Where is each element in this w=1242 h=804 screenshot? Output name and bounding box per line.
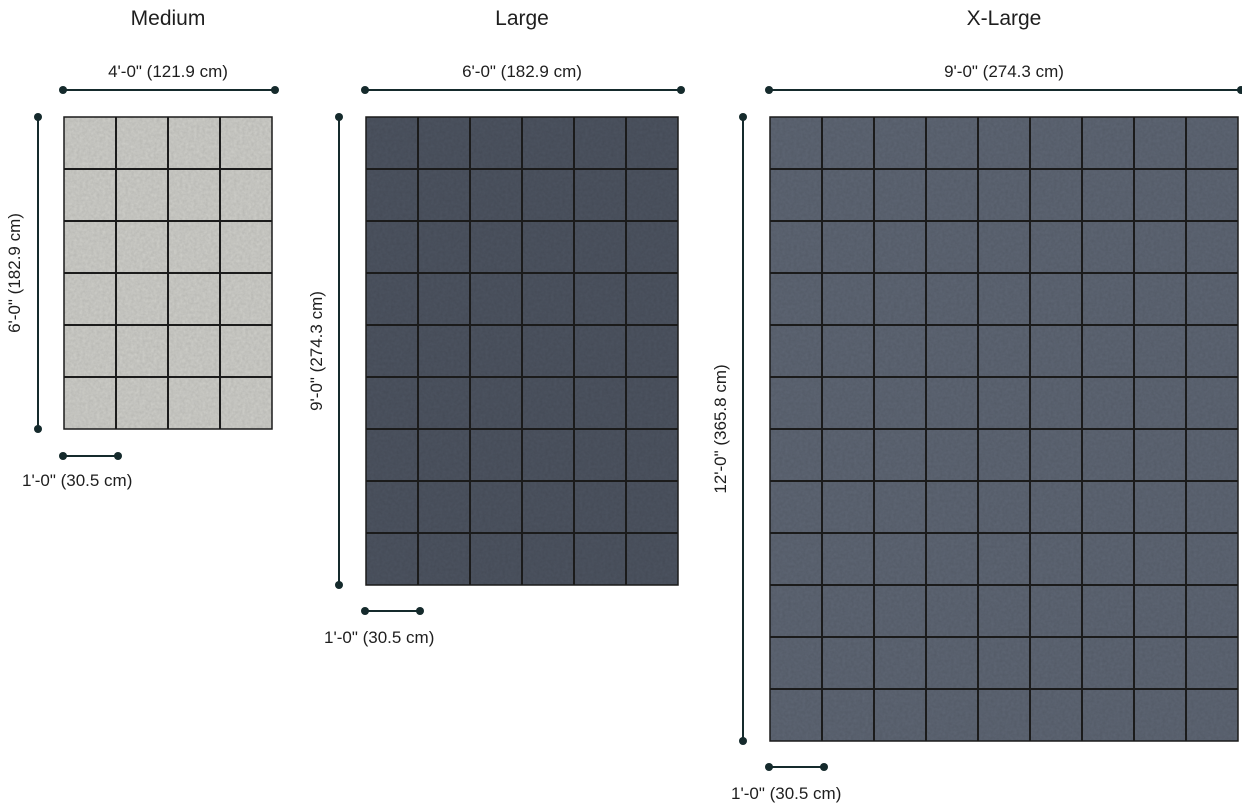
dimension-endpoint bbox=[114, 452, 122, 460]
dimension-endpoint bbox=[1237, 86, 1242, 94]
dimension-endpoint bbox=[59, 86, 67, 94]
dimension-endpoint bbox=[820, 763, 828, 771]
dimension-endpoint bbox=[271, 86, 279, 94]
dimension-endpoint bbox=[335, 581, 343, 589]
rug-title: Medium bbox=[131, 7, 206, 30]
dimension-endpoint bbox=[739, 113, 747, 121]
rug-grid bbox=[63, 116, 273, 430]
dimension-endpoint bbox=[765, 763, 773, 771]
rug-grid bbox=[769, 116, 1239, 742]
rug-grid bbox=[365, 116, 679, 586]
dimension-endpoint bbox=[34, 113, 42, 121]
width-label: 4'-0" (121.9 cm) bbox=[108, 62, 228, 81]
height-dimension bbox=[739, 113, 747, 745]
dimension-endpoint bbox=[335, 113, 343, 121]
width-dimension bbox=[59, 86, 279, 94]
rug-border bbox=[365, 116, 679, 586]
rug-title: Large bbox=[495, 7, 549, 30]
height-label: 9'-0" (274.3 cm) bbox=[307, 291, 326, 411]
height-label: 12'-0" (365.8 cm) bbox=[711, 364, 730, 493]
rug-x-large: X-Large 9'-0" (274.3 cm) 12'-0" (365.8 cm)… bbox=[711, 7, 1242, 803]
rug-medium: Medium 4'-0" (121.9 cm) 6'-0" (182.9 cm) 1'… bbox=[5, 7, 279, 490]
width-label: 9'-0" (274.3 cm) bbox=[944, 62, 1064, 81]
rug-large: Large 6'-0" (182.9 cm) 9'-0" (274.3 cm) 1'-… bbox=[307, 7, 685, 647]
dimension-endpoint bbox=[416, 607, 424, 615]
dimension-endpoint bbox=[34, 425, 42, 433]
rug-title: X-Large bbox=[967, 7, 1042, 30]
dimension-endpoint bbox=[59, 452, 67, 460]
dimension-endpoint bbox=[677, 86, 685, 94]
scale-label: 1'-0" (30.5 cm) bbox=[324, 628, 434, 647]
scale-bar bbox=[765, 763, 828, 771]
dimension-endpoint bbox=[361, 86, 369, 94]
width-label: 6'-0" (182.9 cm) bbox=[462, 62, 582, 81]
rug-border bbox=[63, 116, 273, 430]
scale-bar bbox=[59, 452, 122, 460]
dimension-endpoint bbox=[361, 607, 369, 615]
height-label: 6'-0" (182.9 cm) bbox=[5, 213, 24, 333]
height-dimension bbox=[34, 113, 42, 433]
dimension-endpoint bbox=[765, 86, 773, 94]
scale-label: 1'-0" (30.5 cm) bbox=[731, 784, 841, 803]
dimension-endpoint bbox=[739, 737, 747, 745]
height-dimension bbox=[335, 113, 343, 589]
width-dimension bbox=[361, 86, 685, 94]
width-dimension bbox=[765, 86, 1242, 94]
scale-label: 1'-0" (30.5 cm) bbox=[22, 471, 132, 490]
rug-border bbox=[769, 116, 1239, 742]
scale-bar bbox=[361, 607, 424, 615]
